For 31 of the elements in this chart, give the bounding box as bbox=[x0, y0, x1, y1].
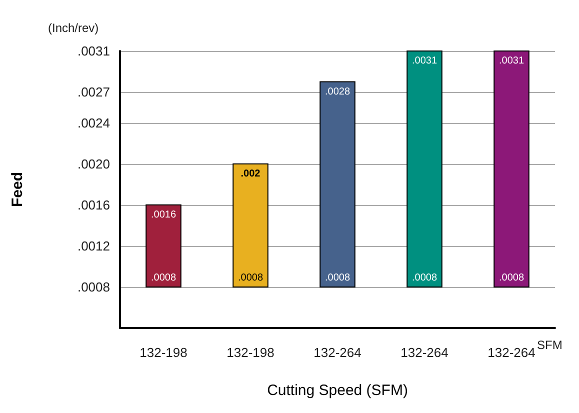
bar bbox=[406, 50, 442, 288]
bar bbox=[232, 163, 268, 288]
y-tick-label: .0020 bbox=[77, 156, 110, 172]
annotation: .0008 bbox=[412, 272, 438, 284]
y-axis-title: Feed bbox=[9, 172, 26, 208]
data-label: .0028 bbox=[324, 86, 350, 98]
y-tick-label: .0027 bbox=[77, 84, 110, 100]
y-tick-label: .0016 bbox=[77, 197, 110, 212]
annotation: .0008 bbox=[324, 272, 350, 284]
bar bbox=[146, 204, 182, 288]
data-label: .0031 bbox=[412, 56, 438, 66]
x-tick-label: 132-264 bbox=[488, 345, 536, 360]
x-tick-label: 132-198 bbox=[140, 345, 188, 360]
bar bbox=[494, 50, 530, 288]
annotation: .0008 bbox=[150, 272, 176, 284]
x-tick-label: 132-198 bbox=[226, 345, 274, 360]
text: (Inch/rev) bbox=[48, 21, 99, 35]
y-tick-label: .0008 bbox=[77, 279, 110, 294]
x-tick-label: 132-264 bbox=[400, 345, 448, 360]
annotation: .0008 bbox=[498, 272, 524, 284]
x-axis-title: Cutting Speed (SFM) bbox=[267, 382, 408, 399]
x-tick-label: 132-264 bbox=[314, 345, 362, 360]
data-label: .0031 bbox=[498, 56, 524, 66]
bar bbox=[320, 81, 356, 288]
data-label: .002 bbox=[240, 168, 261, 180]
y-tick-label: .0012 bbox=[77, 238, 110, 254]
annotation: .0008 bbox=[238, 272, 264, 284]
text: SFM bbox=[537, 338, 562, 352]
y-tick-label: .0024 bbox=[77, 115, 110, 130]
data-label: .0016 bbox=[150, 209, 176, 220]
y-tick-label: .0031 bbox=[77, 44, 110, 58]
